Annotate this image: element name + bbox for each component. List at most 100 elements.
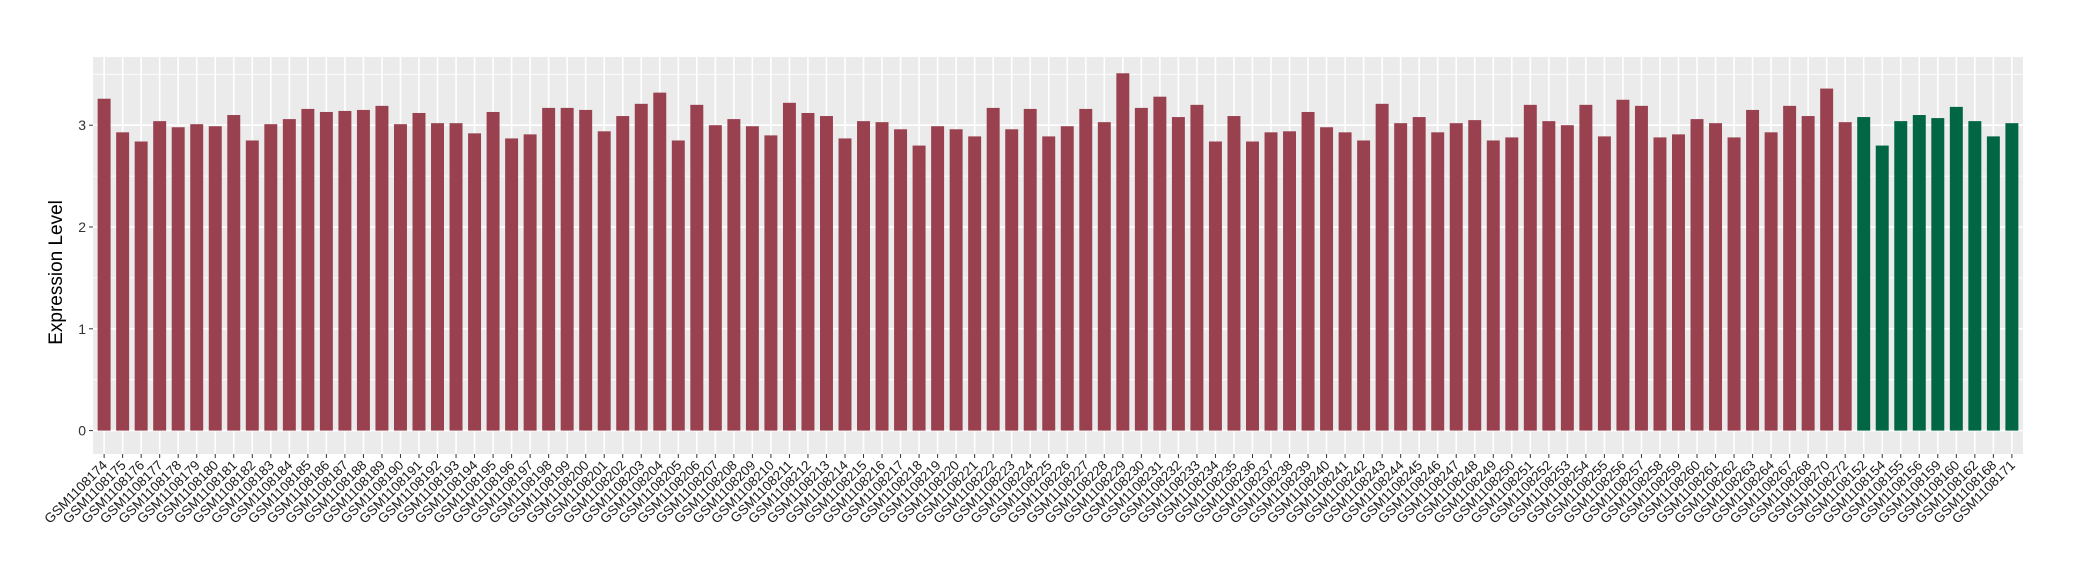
y-tick-label: 0 (78, 423, 86, 439)
bar-GSM1108256 (1616, 99, 1630, 431)
bar-GSM1108258 (1653, 137, 1667, 431)
bar-GSM1108191 (412, 112, 426, 431)
bar-GSM1108152 (1857, 117, 1871, 431)
bar-GSM1108267 (1783, 105, 1797, 431)
bar-GSM1108218 (912, 145, 926, 431)
bar-GSM1108212 (801, 112, 815, 431)
bar-GSM1108246 (1431, 132, 1445, 431)
bar-GSM1108223 (1005, 129, 1019, 431)
bar-GSM1108272 (1838, 122, 1852, 431)
bar-GSM1108213 (819, 116, 833, 431)
bar-GSM1108222 (986, 107, 1000, 431)
bar-GSM1108226 (1060, 126, 1074, 431)
bar-GSM1108192 (431, 123, 444, 431)
bar-GSM1108199 (560, 107, 574, 431)
bar-GSM1108227 (1079, 108, 1093, 431)
bar-GSM1108233 (1190, 104, 1204, 431)
y-axis-title: Expression Level (46, 200, 67, 345)
bar-GSM1108250 (1505, 137, 1519, 431)
bar-GSM1108215 (857, 121, 871, 431)
bar-GSM1108243 (1375, 103, 1389, 431)
bar-GSM1108270 (1820, 88, 1834, 431)
bar-GSM1108241 (1338, 132, 1352, 431)
bar-GSM1108175 (116, 132, 130, 431)
bar-GSM1108204 (653, 92, 667, 431)
bar-GSM1108220 (949, 129, 963, 431)
bar-GSM1108252 (1542, 121, 1556, 431)
x-axis: GSM1108174GSM1108175GSM1108176GSM1108177… (41, 454, 2018, 526)
bar-GSM1108196 (505, 138, 519, 431)
bar-GSM1108194 (468, 133, 482, 431)
bar-GSM1108240 (1320, 127, 1334, 431)
bar-GSM1108228 (1097, 122, 1111, 431)
bar-GSM1108177 (153, 121, 167, 431)
bar-GSM1108171 (2005, 123, 2019, 431)
bar-GSM1108248 (1468, 120, 1482, 431)
bar-GSM1108214 (838, 138, 852, 431)
bar-GSM1108186 (319, 111, 333, 431)
bar-GSM1108190 (393, 124, 407, 431)
bar-GSM1108249 (1486, 140, 1500, 431)
y-axis: 0 1 2 3 (78, 117, 93, 439)
bar-GSM1108195 (486, 111, 500, 431)
bar-GSM1108162 (1968, 121, 1982, 431)
bar-GSM1108160 (1949, 106, 1963, 431)
bar-GSM1108155 (1894, 121, 1908, 431)
bar-GSM1108198 (542, 107, 556, 431)
bar-GSM1108219 (931, 126, 945, 431)
bar-GSM1108224 (1023, 108, 1037, 431)
bar-GSM1108193 (449, 123, 463, 431)
bar-GSM1108187 (338, 110, 352, 431)
bar-GSM1108207 (708, 125, 722, 431)
bar-GSM1108200 (579, 109, 593, 431)
bar-GSM1108239 (1301, 111, 1315, 431)
bar-GSM1108251 (1523, 104, 1537, 431)
bar-GSM1108230 (1134, 107, 1148, 431)
bar-GSM1108221 (968, 136, 982, 431)
bar-GSM1108168 (1986, 136, 2000, 431)
bar-GSM1108197 (523, 134, 537, 431)
bar-GSM1108209 (745, 126, 759, 431)
bar-GSM1108184 (282, 119, 296, 431)
bar-GSM1108180 (208, 126, 222, 431)
bar-GSM1108244 (1394, 123, 1408, 431)
bar-GSM1108189 (375, 105, 389, 431)
bar-GSM1108178 (171, 127, 185, 431)
bar-GSM1108210 (764, 135, 778, 431)
bar-GSM1108154 (1875, 145, 1889, 431)
bar-GSM1108156 (1912, 115, 1926, 431)
bar-GSM1108262 (1727, 137, 1741, 431)
bar-GSM1108255 (1597, 136, 1611, 431)
y-tick-label: 2 (78, 219, 86, 235)
bar-GSM1108216 (875, 122, 889, 431)
bar-GSM1108179 (190, 124, 204, 431)
bar-GSM1108242 (1357, 140, 1371, 431)
bar-GSM1108245 (1412, 117, 1426, 431)
bar-GSM1108236 (1245, 141, 1259, 431)
bar-GSM1108259 (1672, 134, 1685, 431)
bar-GSM1108247 (1449, 123, 1463, 431)
bar-GSM1108231 (1153, 96, 1167, 431)
bar-GSM1108232 (1171, 117, 1185, 431)
bar-GSM1108159 (1931, 118, 1945, 431)
bar-GSM1108188 (356, 109, 370, 431)
bar-GSM1108183 (264, 124, 278, 431)
bar-GSM1108174 (97, 98, 111, 431)
bar-GSM1108202 (616, 116, 630, 431)
bar-GSM1108238 (1283, 131, 1297, 431)
bar-GSM1108263 (1746, 109, 1760, 431)
bar-GSM1108253 (1560, 125, 1574, 431)
bar-GSM1108185 (301, 108, 315, 431)
bar-GSM1108264 (1764, 132, 1778, 431)
bar-GSM1108260 (1690, 119, 1704, 431)
bar-GSM1108211 (782, 102, 796, 431)
bar-GSM1108257 (1634, 105, 1648, 431)
bar-GSM1108176 (134, 141, 148, 431)
bar-GSM1108229 (1116, 73, 1130, 431)
bar-GSM1108205 (671, 140, 685, 431)
y-tick-label: 3 (78, 117, 86, 133)
bar-GSM1108208 (727, 119, 741, 431)
bar-GSM1108206 (690, 104, 704, 431)
bar-GSM1108203 (634, 103, 648, 431)
